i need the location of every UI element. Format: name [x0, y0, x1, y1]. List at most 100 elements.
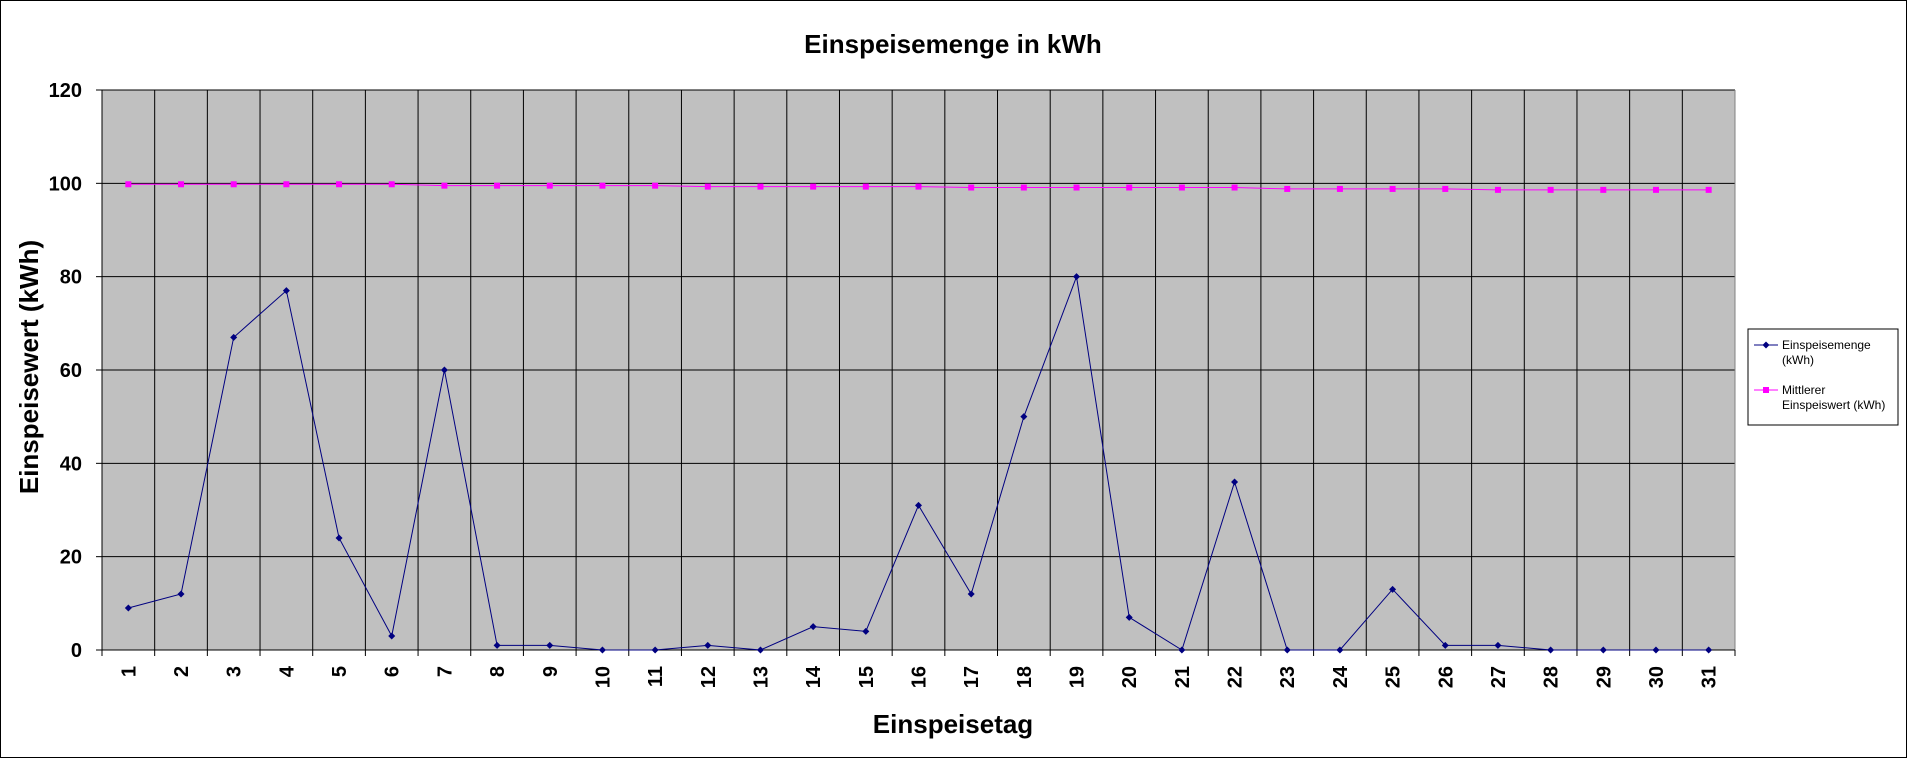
- x-tick-label: 31: [1699, 666, 1721, 688]
- data-point: [915, 183, 922, 190]
- data-point: [968, 184, 975, 191]
- data-point: [1073, 273, 1081, 281]
- x-tick-label: 11: [645, 666, 667, 687]
- chart-title: Einspeisemenge in kWh: [804, 29, 1102, 59]
- data-point: [125, 181, 132, 188]
- x-tick-label: 3: [224, 666, 246, 677]
- x-tick-label: 7: [434, 666, 456, 677]
- y-axis-ticks: 0 20 40 60 80 100 120: [49, 80, 102, 662]
- x-tick-label: 27: [1488, 666, 1510, 688]
- data-point: [1283, 646, 1291, 654]
- legend-label: Einspeiswert (kWh): [1782, 398, 1885, 412]
- data-point: [810, 183, 817, 190]
- data-point: [599, 182, 606, 189]
- legend-marker: [1762, 341, 1770, 349]
- data-point: [1178, 646, 1186, 654]
- data-point: [440, 366, 448, 374]
- data-point: [493, 641, 501, 649]
- y-tick-label: 20: [60, 547, 82, 569]
- data-point: [1599, 646, 1607, 654]
- data-point: [1389, 185, 1396, 192]
- data-point: [651, 646, 659, 654]
- x-tick-label: 23: [1277, 666, 1299, 688]
- x-axis-title: Einspeisetag: [873, 709, 1033, 739]
- data-point: [283, 181, 290, 188]
- data-point: [967, 590, 975, 598]
- data-point: [1494, 641, 1502, 649]
- y-tick-label: 120: [49, 80, 82, 102]
- x-tick-label: 17: [961, 666, 983, 688]
- x-tick-label: 15: [856, 666, 878, 688]
- legend: Einspeisemenge(kWh) MittlererEinspeiswert…: [1747, 328, 1899, 426]
- data-point: [124, 604, 132, 612]
- legend-label: Mittlerer: [1782, 383, 1825, 397]
- x-tick-label: 20: [1119, 666, 1141, 688]
- x-tick-label: 24: [1330, 665, 1352, 688]
- data-point: [1547, 186, 1554, 193]
- data-point: [230, 181, 237, 188]
- legend-label: Einspeisemenge: [1782, 338, 1871, 352]
- data-point: [757, 183, 764, 190]
- data-point: [1389, 585, 1397, 593]
- x-tick-label: 22: [1225, 666, 1247, 688]
- data-point: [1020, 413, 1028, 421]
- y-tick-label: 0: [71, 640, 82, 662]
- data-point: [1652, 186, 1659, 193]
- legend-marker: [1763, 387, 1769, 393]
- x-tick-label: 4: [276, 665, 298, 677]
- data-point: [282, 287, 290, 295]
- data-point: [1178, 184, 1185, 191]
- y-tick-label: 80: [60, 267, 82, 289]
- y-tick-label: 100: [49, 173, 82, 195]
- data-point: [1652, 646, 1660, 654]
- x-tick-label: 26: [1435, 666, 1457, 688]
- x-tick-label: 5: [329, 666, 351, 677]
- data-point: [388, 632, 396, 640]
- data-point: [1125, 613, 1133, 621]
- data-point: [756, 646, 764, 654]
- data-point: [704, 641, 712, 649]
- x-tick-label: 18: [1014, 666, 1036, 688]
- data-point: [1231, 184, 1238, 191]
- x-tick-label: 1: [118, 666, 140, 677]
- series-2: [125, 181, 1712, 193]
- x-tick-label: 21: [1172, 666, 1194, 688]
- data-point: [178, 181, 185, 188]
- data-point: [1020, 184, 1027, 191]
- data-point: [546, 182, 553, 189]
- x-axis-ticks: 1 2 3 4 5 6 7 8 9 10 11 12 13 14 15 16 17 18 19 20 21 22 23 24 2…: [101, 650, 1736, 688]
- x-tick-label: 6: [382, 666, 404, 677]
- data-point: [1231, 478, 1239, 486]
- data-point: [1336, 646, 1344, 654]
- legend-label: (kWh): [1782, 353, 1814, 367]
- data-point: [809, 623, 817, 631]
- x-tick-label: 2: [171, 666, 193, 677]
- data-point: [177, 590, 185, 598]
- data-point: [494, 182, 501, 189]
- data-point: [862, 627, 870, 635]
- data-point: [1442, 185, 1449, 192]
- y-tick-label: 60: [60, 360, 82, 382]
- legend-item: Einspeisemenge(kWh): [1754, 338, 1871, 367]
- x-tick-label: 9: [540, 666, 562, 677]
- plot-area: [101, 89, 1736, 651]
- x-tick-label: 19: [1067, 666, 1089, 688]
- x-tick-label: 13: [750, 666, 772, 688]
- x-tick-label: 16: [909, 666, 931, 688]
- y-tick-label: 40: [60, 453, 82, 475]
- x-tick-label: 29: [1593, 666, 1615, 688]
- x-tick-label: 10: [592, 666, 614, 688]
- x-tick-label: 14: [803, 665, 825, 688]
- data-point: [862, 183, 869, 190]
- data-point: [336, 181, 343, 188]
- data-point: [546, 641, 554, 649]
- data-point: [704, 183, 711, 190]
- data-point: [441, 182, 448, 189]
- data-point: [598, 646, 606, 654]
- series-1: [124, 273, 1713, 654]
- data-point: [335, 534, 343, 542]
- data-point: [1600, 186, 1607, 193]
